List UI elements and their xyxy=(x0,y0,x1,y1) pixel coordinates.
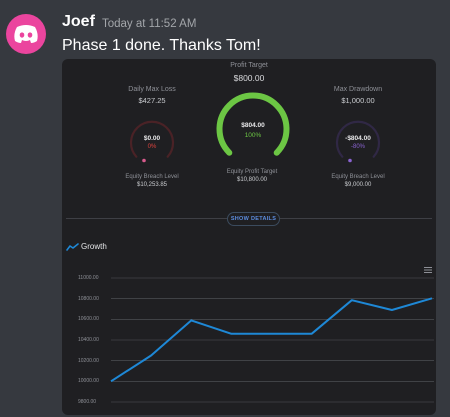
daily-max-loss-gauge-percent: 0% xyxy=(147,144,157,150)
hamburger-menu-icon[interactable] xyxy=(424,267,432,273)
discord-logo-icon xyxy=(14,25,38,43)
trend-line-icon xyxy=(66,243,79,251)
daily-max-loss-value: $427.25 xyxy=(138,96,166,105)
drawdown-breach-value: $9,000.00 xyxy=(344,182,372,188)
equity-profit-target-label: Equity Profit Target xyxy=(226,169,278,175)
author-name[interactable]: Joef xyxy=(62,13,95,30)
y-tick-label: 10200.00 xyxy=(78,357,99,364)
daily-max-loss-gauge-value: $0.00 xyxy=(143,135,161,142)
y-tick-label: 11000.00 xyxy=(78,275,99,281)
message-content: Phase 1 done. Thanks Tom! xyxy=(62,37,261,54)
y-tick-label: 10800.00 xyxy=(78,295,99,302)
daily-breach-label: Equity Breach Level xyxy=(125,174,179,180)
dashboard-image: Profit Target $800.00 Daily Max Loss $42… xyxy=(62,59,436,415)
profit-gauge-percent: 100% xyxy=(244,132,262,139)
max-drawdown-gauge-percent: -80% xyxy=(350,144,365,150)
daily-max-loss-label: Daily Max Loss xyxy=(128,86,176,93)
show-details-button[interactable]: SHOW DETAILS xyxy=(227,212,280,226)
drawdown-breach-label: Equity Breach Level xyxy=(331,174,385,180)
message-timestamp: Today at 11:52 AM xyxy=(102,18,197,30)
max-drawdown-value: $1,000.00 xyxy=(341,96,375,105)
y-tick-label: 10600.00 xyxy=(78,316,99,323)
growth-title: Growth xyxy=(81,242,107,251)
y-tick-label: 9800.00 xyxy=(78,399,97,405)
profit-gauge-value: $804.00 xyxy=(241,122,265,129)
profit-target-value: $800.00 xyxy=(233,73,265,83)
max-drawdown-label: Max Drawdown xyxy=(333,86,383,93)
growth-chart xyxy=(110,277,434,403)
profit-gauge xyxy=(216,92,290,156)
profit-target-label: Profit Target xyxy=(230,62,268,69)
y-tick-label: 10400.00 xyxy=(78,337,99,343)
max-drawdown-gauge-value: -$804.00 xyxy=(345,135,371,142)
growth-series-line xyxy=(110,297,433,383)
avatar[interactable] xyxy=(6,14,46,54)
max-drawdown-gauge xyxy=(335,120,381,163)
equity-profit-target-value: $10,800.00 xyxy=(236,177,268,183)
daily-max-loss-gauge xyxy=(129,120,175,163)
y-tick-label: 10000.00 xyxy=(78,378,99,385)
daily-breach-value: $10,253.85 xyxy=(136,182,168,188)
